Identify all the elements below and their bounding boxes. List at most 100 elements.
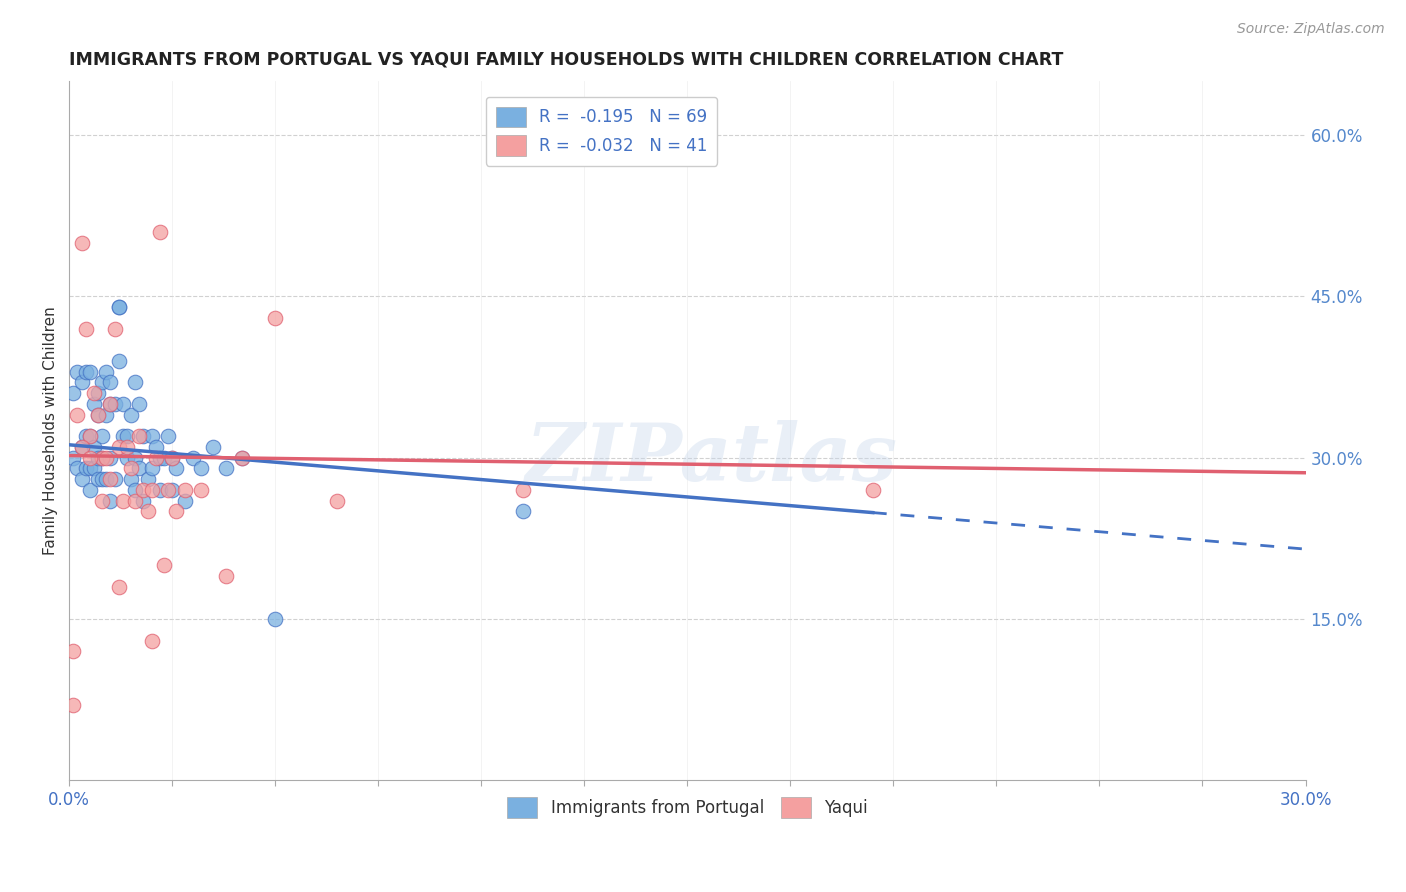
Point — [145, 440, 167, 454]
Point — [162, 450, 184, 465]
Point — [75, 365, 97, 379]
Point — [190, 461, 212, 475]
Point — [111, 493, 134, 508]
Point — [132, 429, 155, 443]
Text: ZIPatlas: ZIPatlas — [526, 420, 898, 498]
Point — [91, 450, 114, 465]
Point — [124, 483, 146, 497]
Point — [66, 408, 89, 422]
Point — [75, 321, 97, 335]
Point — [111, 397, 134, 411]
Point — [70, 440, 93, 454]
Point — [87, 472, 110, 486]
Point — [141, 633, 163, 648]
Legend: Immigrants from Portugal, Yaqui: Immigrants from Portugal, Yaqui — [501, 790, 875, 824]
Point — [96, 450, 118, 465]
Point — [62, 450, 84, 465]
Point — [62, 644, 84, 658]
Point — [165, 461, 187, 475]
Point — [231, 450, 253, 465]
Point — [111, 429, 134, 443]
Point — [75, 429, 97, 443]
Point — [70, 235, 93, 250]
Point — [128, 461, 150, 475]
Point — [107, 580, 129, 594]
Point — [107, 300, 129, 314]
Point — [100, 397, 122, 411]
Point — [83, 440, 105, 454]
Point — [132, 483, 155, 497]
Point — [128, 397, 150, 411]
Point — [162, 450, 184, 465]
Point — [91, 472, 114, 486]
Point — [231, 450, 253, 465]
Point — [79, 483, 101, 497]
Point — [70, 376, 93, 390]
Point — [115, 450, 138, 465]
Point — [103, 321, 125, 335]
Point — [91, 450, 114, 465]
Point — [173, 493, 195, 508]
Point — [512, 504, 534, 518]
Point — [124, 493, 146, 508]
Point — [181, 450, 204, 465]
Point — [173, 483, 195, 497]
Point — [83, 386, 105, 401]
Point — [79, 429, 101, 443]
Point — [79, 429, 101, 443]
Point — [100, 397, 122, 411]
Point — [215, 569, 238, 583]
Point — [103, 472, 125, 486]
Y-axis label: Family Households with Children: Family Households with Children — [44, 307, 58, 555]
Point — [103, 397, 125, 411]
Point — [87, 408, 110, 422]
Point — [124, 376, 146, 390]
Point — [264, 612, 287, 626]
Point — [87, 386, 110, 401]
Point — [326, 493, 349, 508]
Point — [75, 461, 97, 475]
Point — [100, 472, 122, 486]
Point — [136, 504, 159, 518]
Point — [120, 472, 142, 486]
Point — [62, 698, 84, 712]
Point — [70, 440, 93, 454]
Point — [96, 365, 118, 379]
Point — [157, 483, 180, 497]
Point — [91, 429, 114, 443]
Point — [149, 483, 172, 497]
Point — [83, 397, 105, 411]
Point — [87, 408, 110, 422]
Point — [190, 483, 212, 497]
Point — [153, 450, 176, 465]
Point — [512, 483, 534, 497]
Point — [162, 483, 184, 497]
Point — [100, 376, 122, 390]
Point — [120, 461, 142, 475]
Point — [107, 300, 129, 314]
Point — [157, 429, 180, 443]
Point — [264, 310, 287, 325]
Point — [66, 365, 89, 379]
Point — [115, 440, 138, 454]
Point — [79, 450, 101, 465]
Point — [215, 461, 238, 475]
Point — [862, 483, 884, 497]
Point — [202, 440, 225, 454]
Point — [91, 493, 114, 508]
Point — [79, 365, 101, 379]
Point — [124, 450, 146, 465]
Point — [100, 493, 122, 508]
Point — [115, 429, 138, 443]
Point — [83, 461, 105, 475]
Point — [136, 472, 159, 486]
Point — [149, 450, 172, 465]
Point — [100, 450, 122, 465]
Point — [132, 493, 155, 508]
Point — [141, 461, 163, 475]
Point — [96, 472, 118, 486]
Point — [153, 558, 176, 573]
Point — [91, 376, 114, 390]
Text: IMMIGRANTS FROM PORTUGAL VS YAQUI FAMILY HOUSEHOLDS WITH CHILDREN CORRELATION CH: IMMIGRANTS FROM PORTUGAL VS YAQUI FAMILY… — [69, 51, 1063, 69]
Point — [141, 483, 163, 497]
